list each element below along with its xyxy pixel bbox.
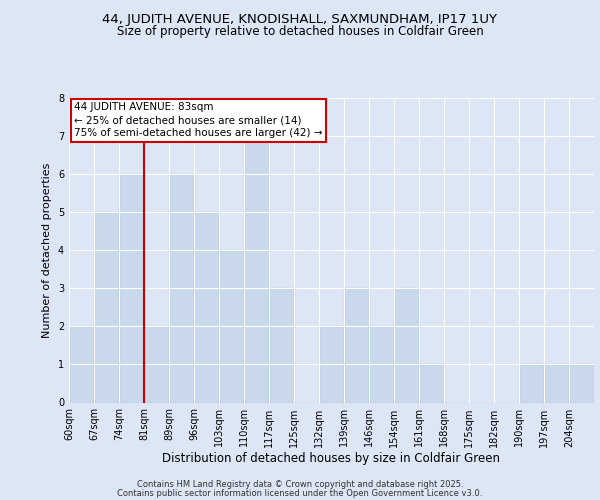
Bar — [369, 326, 394, 402]
X-axis label: Distribution of detached houses by size in Coldfair Green: Distribution of detached houses by size … — [163, 452, 500, 466]
Bar — [269, 288, 294, 403]
Text: 44 JUDITH AVENUE: 83sqm
← 25% of detached houses are smaller (14)
75% of semi-de: 44 JUDITH AVENUE: 83sqm ← 25% of detache… — [74, 102, 323, 139]
Bar — [144, 326, 169, 402]
Text: 44, JUDITH AVENUE, KNODISHALL, SAXMUNDHAM, IP17 1UY: 44, JUDITH AVENUE, KNODISHALL, SAXMUNDHA… — [103, 12, 497, 26]
Bar — [544, 364, 569, 403]
Bar — [69, 326, 94, 402]
Bar — [219, 250, 244, 402]
Bar — [169, 174, 194, 402]
Bar — [519, 364, 544, 403]
Text: Contains public sector information licensed under the Open Government Licence v3: Contains public sector information licen… — [118, 488, 482, 498]
Text: Size of property relative to detached houses in Coldfair Green: Size of property relative to detached ho… — [116, 25, 484, 38]
Text: Contains HM Land Registry data © Crown copyright and database right 2025.: Contains HM Land Registry data © Crown c… — [137, 480, 463, 489]
Bar — [344, 288, 369, 403]
Y-axis label: Number of detached properties: Number of detached properties — [43, 162, 52, 338]
Bar — [119, 174, 144, 402]
Bar — [244, 136, 269, 402]
Bar — [94, 212, 119, 402]
Bar — [194, 212, 219, 402]
Bar — [569, 364, 594, 403]
Bar — [319, 326, 344, 402]
Bar — [419, 364, 444, 403]
Bar — [394, 288, 419, 403]
